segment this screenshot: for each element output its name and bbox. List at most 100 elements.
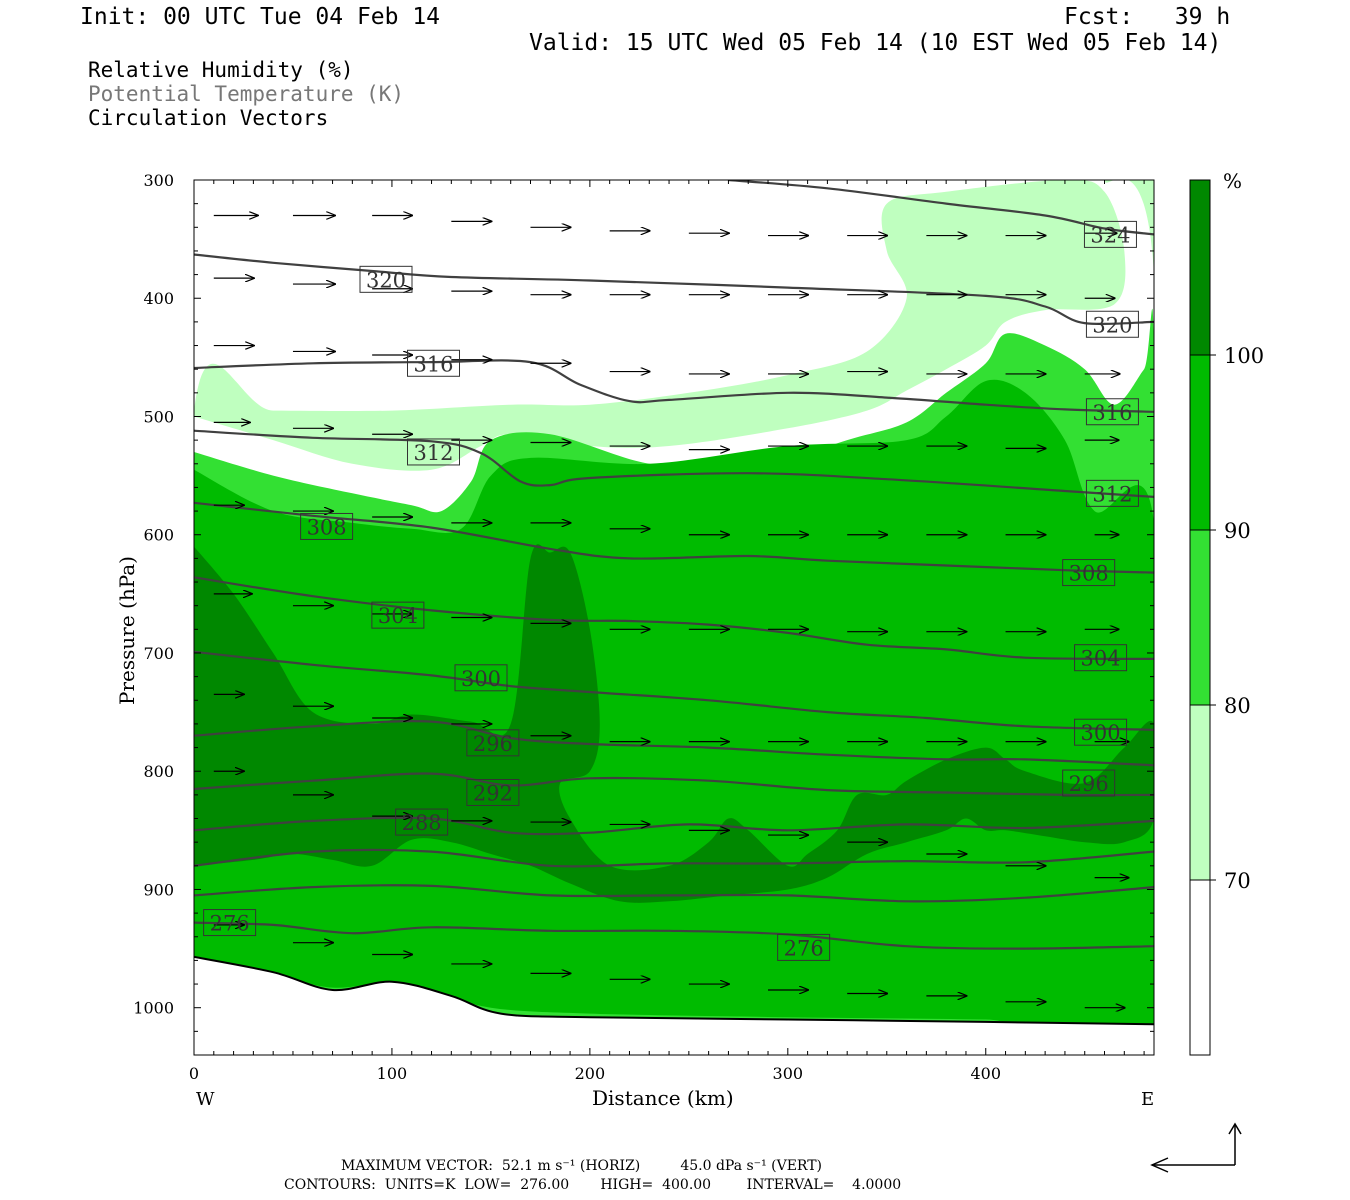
contour-label: 304 [371,601,425,629]
contour-label-box [1083,220,1137,248]
x-left-label: W [196,1089,215,1110]
contour-label-box [300,512,354,540]
contour-label-box [1074,644,1128,672]
x-tick-label: 300 [773,1064,804,1083]
x-tick-label: 100 [377,1064,408,1083]
contour-label-text: 276 [784,936,824,960]
axes: 300 400 500 600 700 800 900 1000 0 100 200 300 400 [133,171,1154,1083]
terrain-line [194,955,1154,1026]
contour-label-text: 320 [1092,313,1132,337]
circulation-vectors [213,215,1129,1007]
contour-label-text: 296 [1069,772,1109,796]
y-tick-label: 400 [143,289,174,308]
contour-label-box [1062,559,1116,587]
colorbar-unit: % [1223,169,1242,193]
contour-label: 320 [359,265,413,293]
contour-label-box [466,779,520,806]
contour-label-text: 300 [1081,721,1121,745]
colorbar-frame [1189,179,1211,1056]
contour-label: 316 [1085,398,1139,426]
y-tick-label: 300 [143,171,174,190]
contour-label-text: 312 [413,441,453,465]
theta-contour-276 [194,921,1154,950]
colorbar-segment [1190,530,1210,705]
contour-label: 312 [1085,479,1139,507]
colorbar-label: 90 [1224,519,1251,543]
x-tick-label: 400 [970,1064,1001,1083]
plot-frame [193,179,1155,1056]
colorbar-label: 70 [1224,869,1251,893]
theta-contour-296 [194,719,1154,767]
x-tick-label: 200 [575,1064,606,1083]
contour-label: 300 [454,664,508,692]
colorbar-label: 80 [1224,694,1251,718]
forecast-hour: Fcst: 39 h [1064,4,1231,30]
contour-label: 276 [203,909,257,937]
theta-contour-280 [194,884,1154,903]
contour-label-text: 324 [1090,223,1130,247]
theta-contour-320 [194,253,1154,326]
contour-label: 296 [1062,769,1116,797]
contour-label-box [407,438,461,466]
contour-label-box [1085,398,1139,426]
y-tick-label: 800 [143,762,174,781]
contour-label-box [407,349,461,377]
contour-label: 312 [407,438,461,466]
contour-label: 320 [1085,310,1139,338]
valid-time: Valid: 15 UTC Wed 05 Feb 14 (10 EST Wed … [529,30,1222,56]
contour-label-text: 308 [1069,562,1109,586]
y-tick-label: 500 [143,407,174,426]
contour-label: 288 [395,808,449,836]
x-axis-title: Distance (km) [592,1086,734,1110]
contour-label-box [466,729,520,757]
contour-label-text: 304 [378,604,418,628]
max-vector-info: MAXIMUM VECTOR: 52.1 m s⁻¹ (HORIZ) 45.0 … [341,1158,823,1174]
contour-label-box [1074,718,1128,746]
contour-label-box [1062,769,1116,797]
colorbar-label: 100 [1224,344,1264,368]
colorbar-segment [1190,180,1210,355]
terrain-fill [194,956,1154,1055]
contour-label-box [454,664,508,692]
contour-label-text: 316 [413,352,453,376]
contour-label-text: 276 [210,912,250,936]
contour-label: 292 [466,779,520,806]
y-tick-label: 900 [143,880,174,899]
reference-vector-icon [1150,1122,1242,1173]
contour-label-text: 292 [473,782,513,806]
contour-label-text: 296 [473,732,513,756]
contour-label-box [203,909,257,937]
colorbar-segment [1190,880,1210,1055]
theta-contour-284 [194,848,1154,868]
legend-rh: Relative Humidity (%) [88,58,354,82]
contour-label: 296 [466,729,520,757]
contour-label-box [777,933,831,961]
contour-label: 308 [300,512,354,540]
contour-label-box [359,265,413,293]
contour-label-text: 300 [461,667,501,691]
theta-contour-316 [194,359,1154,413]
contour-label: 324 [1083,220,1137,248]
x-tick-label: 0 [189,1064,199,1083]
colorbar: 100 90 80 70 [1189,179,1264,1056]
theta-contour-308 [194,501,1154,574]
contour-label-text: 312 [1092,482,1132,506]
contour-label-box [1085,479,1139,507]
contour-label-text: 308 [307,515,347,539]
colorbar-segment [1190,355,1210,530]
terrain [194,955,1154,1055]
contour-label-box [395,808,449,836]
theta-contours [194,180,1154,950]
legend-vectors: Circulation Vectors [88,106,329,130]
y-tick-label: 700 [143,644,174,663]
contour-info: CONTOURS: UNITS=K LOW= 276.00 HIGH= 400.… [284,1177,902,1193]
rh-region-90 [194,379,1154,1055]
theta-contour-300 [194,650,1154,731]
contour-label-text: 288 [402,811,442,835]
init-time: Init: 00 UTC Tue 04 Feb 14 [80,4,441,30]
x-right-label: E [1141,1089,1154,1110]
theta-contour-304 [194,576,1154,660]
contour-label: 308 [1062,559,1116,587]
contour-label: 316 [407,349,461,377]
